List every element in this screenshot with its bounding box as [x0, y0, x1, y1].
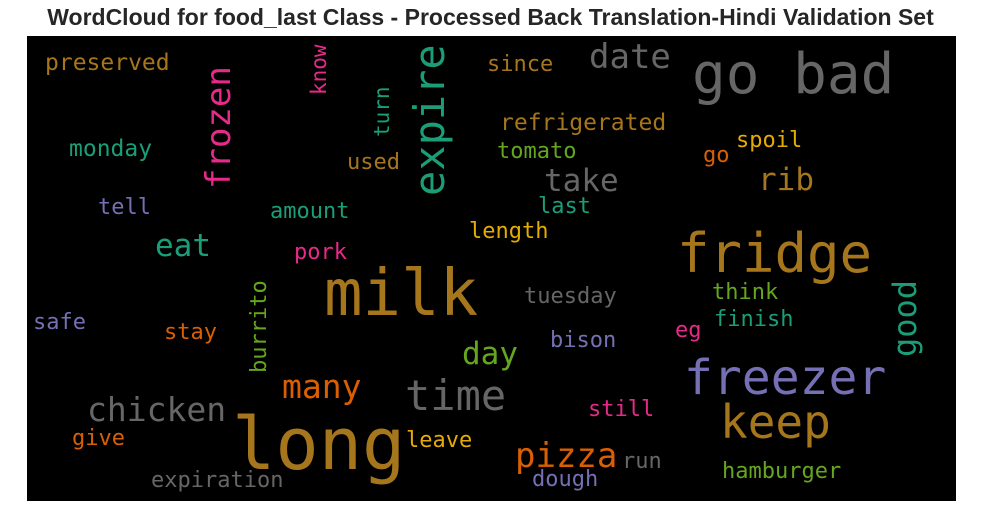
word-monday: monday — [69, 136, 153, 162]
word-burrito: burrito — [247, 280, 272, 373]
word-hamburger: hamburger — [722, 459, 842, 484]
word-preserved: preserved — [45, 50, 170, 76]
word-bison: bison — [550, 328, 617, 353]
word-rib: rib — [758, 162, 814, 198]
word-many: many — [282, 367, 362, 406]
word-run: run — [622, 449, 662, 474]
word-keep: keep — [720, 395, 831, 449]
word-go-bad: go bad — [692, 42, 895, 107]
word-used: used — [347, 150, 400, 175]
word-leave: leave — [406, 428, 473, 453]
word-expiration: expiration — [151, 468, 284, 493]
word-safe: safe — [33, 310, 86, 335]
word-spoil: spoil — [736, 128, 803, 153]
word-milk: milk — [324, 257, 479, 331]
word-since: since — [487, 52, 554, 77]
word-tuesday: tuesday — [524, 284, 617, 309]
word-go: go — [703, 143, 730, 168]
word-still: still — [588, 397, 655, 422]
word-refrigerated: refrigerated — [500, 110, 667, 136]
word-tell: tell — [98, 195, 151, 220]
word-amount: amount — [270, 199, 350, 224]
word-last: last — [538, 194, 591, 219]
word-know: know — [307, 44, 331, 95]
word-give: give — [72, 426, 125, 451]
word-eg: eg — [675, 318, 702, 343]
word-length: length — [469, 219, 549, 244]
word-take: take — [544, 163, 619, 199]
word-long: long — [232, 402, 406, 486]
word-chicken: chicken — [87, 390, 227, 429]
wordcloud-canvas: long milk go bad fridge freezer keep expire tim… — [27, 36, 956, 501]
word-pizza: pizza — [515, 436, 618, 476]
word-date: date — [589, 37, 671, 77]
word-think: think — [712, 280, 779, 305]
word-freezer: freezer — [684, 350, 887, 406]
word-time: time — [405, 371, 507, 420]
word-turn: turn — [370, 86, 394, 137]
word-dough: dough — [532, 467, 599, 492]
word-pork: pork — [294, 240, 347, 265]
word-eat: eat — [155, 228, 211, 264]
word-good: good — [886, 279, 924, 357]
word-finish: finish — [714, 307, 794, 332]
word-day: day — [462, 336, 518, 372]
word-stay: stay — [164, 320, 217, 345]
word-fridge: fridge — [677, 222, 873, 285]
word-expire: expire — [405, 44, 454, 196]
word-tomato: tomato — [497, 139, 577, 164]
word-frozen: frozen — [199, 66, 239, 189]
chart-title: WordCloud for food_last Class - Processe… — [47, 4, 934, 30]
